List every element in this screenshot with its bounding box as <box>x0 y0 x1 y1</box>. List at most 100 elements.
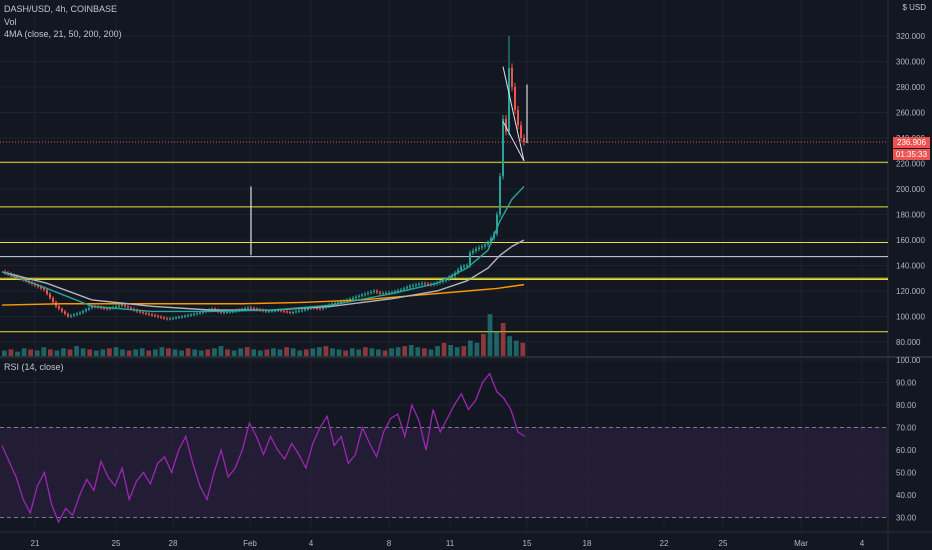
candle-body <box>250 307 252 309</box>
candle-body <box>154 315 156 317</box>
candle-body <box>406 287 408 289</box>
candle-body <box>256 308 258 310</box>
candle-body <box>103 307 105 309</box>
candle-body <box>118 305 120 307</box>
candle-body <box>319 308 321 310</box>
volume-bar <box>120 349 125 356</box>
ma-legend[interactable]: 4MA (close, 21, 50, 200, 200) <box>4 29 122 39</box>
candle-body <box>49 293 51 299</box>
ma21-line[interactable] <box>1 185 525 313</box>
candle-body <box>88 307 90 310</box>
candle-body <box>70 315 72 317</box>
candle-body <box>115 306 117 308</box>
volume-bar <box>362 347 368 356</box>
volume-bar <box>93 350 99 356</box>
candle-body <box>478 247 480 249</box>
rsi-legend[interactable]: RSI (14, close) <box>4 362 64 372</box>
volume-bar <box>21 348 27 356</box>
candle-body <box>211 308 213 310</box>
candle-body <box>253 308 255 310</box>
volume-bar <box>257 350 263 356</box>
candle-body <box>163 317 165 319</box>
candle-body <box>193 313 195 315</box>
volume-bar <box>100 349 106 356</box>
candle-body <box>307 308 309 310</box>
candle-body <box>268 311 270 313</box>
volume-bar <box>330 348 335 356</box>
x-tick-label: 28 <box>169 539 178 548</box>
candle-body <box>151 314 153 316</box>
candle-body <box>277 310 279 312</box>
volume-bar <box>225 349 230 356</box>
y-tick-label: 120.000 <box>896 287 925 296</box>
candle-body <box>469 252 471 266</box>
volume-bar <box>513 340 519 356</box>
volume-bar <box>297 350 303 356</box>
volume-bar <box>349 348 355 356</box>
candle-body <box>352 297 354 299</box>
candle-body <box>295 311 297 313</box>
candle-body <box>517 109 519 126</box>
volume-bar <box>47 349 53 356</box>
volume-bar <box>454 347 460 356</box>
candle-body <box>358 295 360 297</box>
rsi-y-tick-label: 30.00 <box>896 514 917 523</box>
candle-body <box>64 311 66 314</box>
candle-body <box>160 316 162 318</box>
candle-body <box>508 67 510 132</box>
candle-body <box>451 275 453 278</box>
rsi-line[interactable] <box>1 372 526 524</box>
y-tick-label: 280.000 <box>896 83 925 92</box>
candle-body <box>148 313 150 315</box>
volume-bar <box>369 348 375 356</box>
x-tick-label: 25 <box>719 539 728 548</box>
candle-body <box>67 313 69 317</box>
x-tick-label: 25 <box>112 539 121 548</box>
currency-selector[interactable]: $ USD <box>902 3 926 12</box>
candle-body <box>421 283 423 285</box>
rsi-y-tick-label: 90.00 <box>896 379 917 388</box>
candle-body <box>445 279 447 281</box>
candle-body <box>181 316 183 318</box>
y-tick-label: 220.000 <box>896 160 925 169</box>
volume-bar <box>336 349 342 356</box>
ma50-line[interactable] <box>1 239 525 311</box>
y-tick-label: 100.000 <box>896 313 925 322</box>
candle-body <box>40 286 42 289</box>
candle-body <box>523 138 525 142</box>
candle-body <box>172 318 174 320</box>
volume-bar <box>192 349 198 356</box>
candle-body <box>499 176 501 215</box>
x-tick-label: 4 <box>309 539 314 548</box>
volume-bar <box>441 342 447 356</box>
y-tick-label: 260.000 <box>896 109 925 118</box>
volume-bar <box>34 350 40 356</box>
candle-body <box>361 294 363 296</box>
y-tick-label: 80.000 <box>896 338 921 347</box>
candle-body <box>400 289 402 291</box>
volume-bar <box>494 331 499 356</box>
symbol-legend[interactable]: DASH/USD, 4h, COINBASE <box>4 4 118 14</box>
y-tick-label: 140.000 <box>896 262 925 271</box>
wedge-drawing[interactable] <box>502 66 525 162</box>
volume-bar <box>290 348 296 356</box>
volume-bar <box>166 348 171 356</box>
candle-body <box>385 292 387 294</box>
volume-bar <box>507 336 513 356</box>
candle-body <box>124 305 126 307</box>
last-price-tag: 236.906 <box>893 137 930 148</box>
volume-bar <box>74 346 79 356</box>
ma200-line[interactable] <box>1 283 525 306</box>
candle-body <box>157 315 159 317</box>
volume-bar <box>251 349 257 356</box>
candle-body <box>442 280 444 282</box>
volume-legend[interactable]: Vol <box>4 17 17 27</box>
candle-body <box>379 292 381 294</box>
volume-bar <box>520 342 526 356</box>
candle-body <box>403 288 405 290</box>
candle-body <box>382 293 384 295</box>
candle-body <box>202 311 204 313</box>
volume-bar <box>67 349 73 356</box>
